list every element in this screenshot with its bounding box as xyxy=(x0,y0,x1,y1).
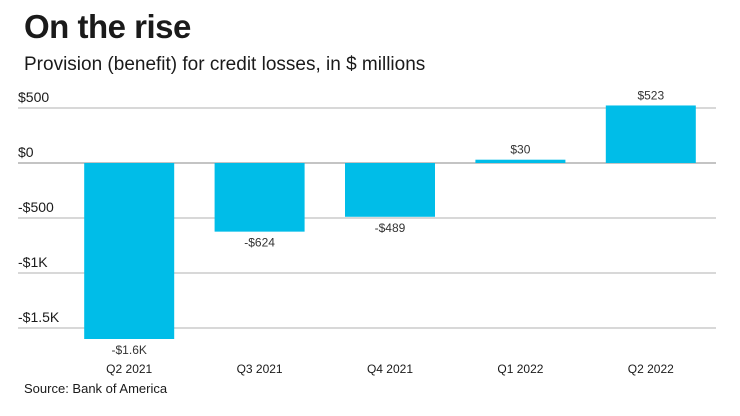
data-label: -$624 xyxy=(244,236,275,250)
source-note: Source: Bank of America xyxy=(24,381,168,396)
x-tick-label: Q2 2022 xyxy=(628,362,674,376)
data-label: -$1.6K xyxy=(112,343,147,357)
bar xyxy=(475,159,566,163)
y-tick-label: -$500 xyxy=(18,199,54,215)
bar xyxy=(345,163,435,217)
y-tick-label: $0 xyxy=(18,144,34,160)
y-tick-label: -$1K xyxy=(18,254,48,270)
y-tick-label: $500 xyxy=(18,89,49,105)
x-tick-label: Q1 2022 xyxy=(497,362,543,376)
y-tick-label: -$1.5K xyxy=(18,309,60,325)
data-label: $523 xyxy=(637,88,664,102)
chart-title: On the rise xyxy=(24,8,191,45)
bar xyxy=(214,163,305,232)
x-tick-label: Q3 2021 xyxy=(237,362,283,376)
bar-chart: $500 $0 -$500 -$1K -$1.5K -$1.6K Q2 2021 -$624 Q… xyxy=(18,88,716,376)
data-label: $30 xyxy=(510,143,530,157)
bar xyxy=(84,163,175,339)
chart-subtitle: Provision (benefit) for credit losses, i… xyxy=(24,54,426,75)
bar xyxy=(605,105,696,163)
data-label: -$489 xyxy=(375,221,406,235)
x-tick-label: Q2 2021 xyxy=(106,362,152,376)
x-tick-label: Q4 2021 xyxy=(367,362,413,376)
